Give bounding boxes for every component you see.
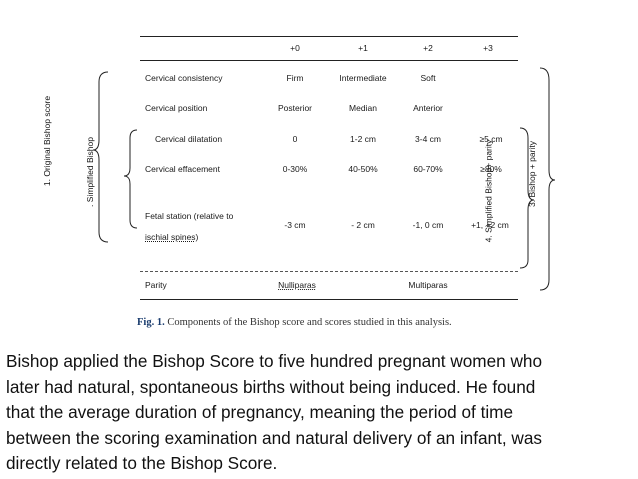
paragraph-line-5: directly related to the Bishop Score. [6,453,278,474]
row-consistency-val0: Firm [286,73,304,83]
paragraph-line-2: later had natural, spontaneous births wi… [6,376,536,397]
row-label-station-line1: Fetal station (relative to [145,211,234,221]
row-consistency-val1: Intermediate [339,73,387,83]
row-dilatation-val2: 3-4 cm [415,134,441,144]
table-bottom-rule [140,299,518,300]
header-plus0: +0 [290,43,300,53]
header-plus3: +3 [483,43,493,53]
row-station-val2: -1, 0 cm [412,220,444,230]
label-simplified-bishop: . Simplified Bishop [84,137,95,207]
row-label-position: Cervical position [145,103,208,113]
label-original-bishop: 1. Original Bishop score [42,95,53,187]
row-effacement-val3: ≥80% [480,164,502,174]
row-consistency-val2: Soft [420,73,436,83]
table-top-rule [140,36,518,37]
left-outer-bracket [92,71,109,243]
row-label-effacement: Cervical effacement [145,164,220,174]
row-station-val1: - 2 cm [351,220,375,230]
row-parity-val1: Multiparas [408,280,448,290]
paragraph-line-4: between the scoring examination and natu… [6,427,543,448]
paragraph-line-1: Bishop applied the Bishop Score to five … [6,351,543,371]
row-effacement-val1: 40-50% [348,164,378,174]
header-plus1: +1 [358,43,368,53]
row-label-consistency: Cervical consistency [145,73,223,83]
row-dilatation-val3: ≥5 cm [479,134,503,144]
body-paragraph: Bishop applied the Bishop Score to five … [6,349,634,477]
bishop-score-figure: +0 +1 +2 +3 Cervical consistency Firm In… [42,36,556,328]
right-outer-bracket [539,67,556,291]
row-station-val0: -3 cm [284,220,306,230]
label-bishop-parity: 3. Bishop + parity [526,141,537,207]
row-effacement-val2: 60-70% [413,164,443,174]
paragraph-line-3: that the average duration of pregnancy, … [6,402,514,423]
row-effacement-val0: 0-30% [282,164,308,174]
row-position-val1: Median [349,103,377,113]
row-dilatation-val0: 0 [292,134,298,144]
row-position-val0: Posterior [277,103,313,113]
row-position-val2: Anterior [413,103,443,113]
figure-number: Fig. 1. [137,317,165,328]
row-parity-val0: Nulliparas [278,280,316,290]
row-label-parity: Parity [145,280,167,290]
row-label-dilatation: Cervical dilatation [155,134,223,144]
table-separator-rule [140,271,518,272]
left-inner-bracket [123,129,138,229]
table-header-rule [140,60,518,61]
figure-caption-text: Components of the Bishop score and score… [167,317,452,328]
right-inner-bracket [519,127,535,269]
bracket-lines [92,67,556,291]
figure-caption: Fig. 1. Components of the Bishop score a… [137,317,452,328]
label-simplified-bishop-parity: 4. Simplified Bishop+ parity [482,139,493,243]
header-plus2: +2 [423,43,433,53]
row-station-val3: +1, +2 cm [471,220,509,230]
row-dilatation-val1: 1-2 cm [350,134,376,144]
row-label-station-line2: ischial spines) [145,232,199,242]
